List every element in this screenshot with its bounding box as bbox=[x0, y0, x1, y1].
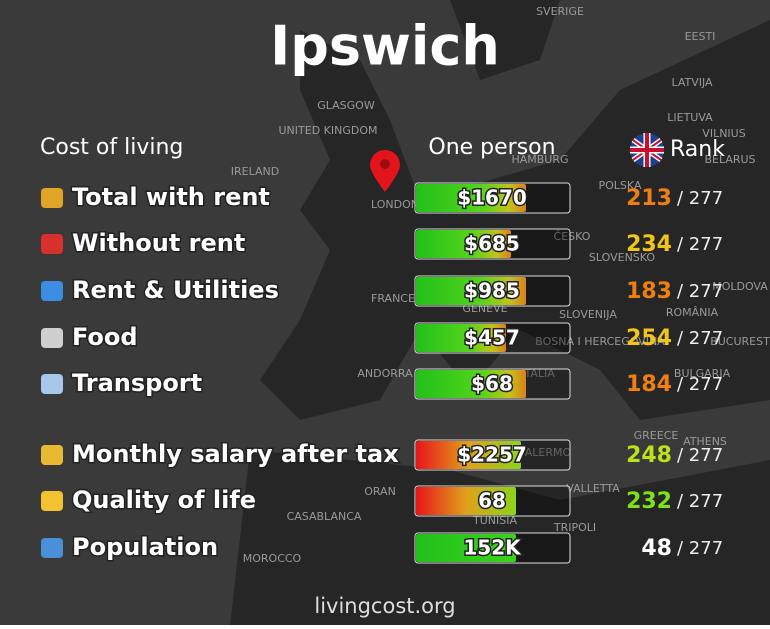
map-label: VALLETTA bbox=[566, 482, 620, 495]
map-label: POLSKA bbox=[599, 179, 642, 192]
map-label: GREECE bbox=[634, 429, 679, 442]
bar-value: $2257 bbox=[457, 443, 527, 467]
rank-total: / 277 bbox=[677, 234, 723, 255]
row-icon bbox=[41, 281, 63, 301]
map-label: ORAN bbox=[364, 485, 396, 498]
rank-total: / 277 bbox=[677, 538, 723, 559]
map-label: CASABLANCA bbox=[287, 510, 362, 523]
row-label: Population bbox=[72, 533, 218, 561]
row-label: Food bbox=[72, 323, 138, 351]
rank: 254 bbox=[626, 326, 672, 351]
row-icon bbox=[41, 374, 63, 394]
bar-fill bbox=[416, 534, 516, 562]
bar-value: $68 bbox=[471, 372, 513, 396]
bar-fill bbox=[416, 230, 511, 258]
bar-value: 152K bbox=[463, 536, 522, 560]
rank-total: / 277 bbox=[677, 281, 723, 302]
map-label: LONDON bbox=[371, 198, 419, 211]
map-label: LATVIJA bbox=[671, 76, 713, 89]
bar-value: $1670 bbox=[457, 186, 527, 210]
map-label: MOROCCO bbox=[243, 552, 302, 565]
map-label: UNITED KINGDOM bbox=[279, 124, 378, 137]
row-label: Rent & Utilities bbox=[72, 276, 279, 304]
map-label: EESTI bbox=[685, 30, 716, 43]
map-land bbox=[230, 0, 770, 625]
bar-value: $685 bbox=[464, 232, 520, 256]
map-label: TUNISIA bbox=[472, 514, 517, 527]
bar-value: $985 bbox=[464, 279, 520, 303]
rank-total: / 277 bbox=[677, 188, 723, 209]
map-label: SVERIGE bbox=[536, 5, 584, 18]
row-icon bbox=[41, 328, 63, 348]
rank: 48 bbox=[641, 536, 672, 561]
row-icon bbox=[41, 538, 63, 558]
map-label: GENEVE bbox=[462, 302, 507, 315]
uk-flag bbox=[630, 133, 664, 167]
column-header: One person bbox=[428, 135, 555, 160]
map-label: BELARUS bbox=[704, 153, 755, 166]
map-label: SLOVENIJA bbox=[559, 308, 617, 321]
map-label: BULGARIA bbox=[674, 367, 731, 380]
map-label: ROMÂNIA bbox=[666, 306, 719, 319]
map-label: ATHENS bbox=[683, 435, 727, 448]
bar-value: 68 bbox=[478, 489, 506, 513]
map-label: HAMBURG bbox=[511, 153, 568, 166]
rank: 234 bbox=[626, 232, 672, 257]
rank-total: / 277 bbox=[677, 328, 723, 349]
map-label: TRIPOLI bbox=[553, 521, 596, 534]
rank-total: / 277 bbox=[677, 374, 723, 395]
row-icon bbox=[41, 188, 63, 208]
row-icon bbox=[41, 234, 63, 254]
map-label: BOSNA I HERCEGOVINA bbox=[535, 335, 665, 348]
row-label: Total with rent bbox=[72, 183, 270, 211]
bar-fill bbox=[416, 441, 521, 469]
map-label: ANDORRA bbox=[357, 367, 413, 380]
map-label: VILNIUS bbox=[702, 127, 745, 140]
bar-fill bbox=[416, 324, 506, 352]
rank: 184 bbox=[626, 372, 672, 397]
row-label: Without rent bbox=[72, 229, 245, 257]
map-label: LIETUVA bbox=[667, 111, 713, 124]
map-label: MOLDOVA bbox=[712, 280, 768, 293]
bar-value: $457 bbox=[464, 326, 520, 350]
title: Ipswich bbox=[270, 15, 500, 78]
row-label: Quality of life bbox=[72, 486, 256, 514]
map-label: PALERMO bbox=[519, 446, 572, 459]
map-label: ČESKO bbox=[554, 230, 591, 243]
footer: livingcost.org bbox=[314, 594, 455, 618]
column-header: Cost of living bbox=[40, 135, 183, 160]
rank: 183 bbox=[626, 279, 672, 304]
location-pin bbox=[370, 150, 400, 192]
rank: 232 bbox=[626, 489, 672, 514]
rank-total: / 277 bbox=[677, 491, 723, 512]
row-label: Transport bbox=[72, 369, 202, 397]
map-label: SLOVENSKO bbox=[589, 251, 655, 264]
row-icon bbox=[41, 491, 63, 511]
bar-fill bbox=[416, 487, 516, 515]
map-label: FRANCE bbox=[371, 292, 415, 305]
map-label: ITALIA bbox=[521, 367, 555, 380]
bar-fill bbox=[416, 370, 526, 398]
rank-total: / 277 bbox=[677, 445, 723, 466]
map-label: GLASGOW bbox=[317, 99, 375, 112]
column-header: Rank bbox=[670, 137, 725, 162]
row-icon bbox=[41, 445, 63, 465]
rank: 248 bbox=[626, 443, 672, 468]
bar-fill bbox=[416, 277, 526, 305]
row-label: Monthly salary after tax bbox=[72, 440, 399, 468]
bar-fill bbox=[416, 184, 526, 212]
map-label: BUCUREST bbox=[710, 335, 770, 348]
rank: 213 bbox=[626, 186, 672, 211]
map-label: IRELAND bbox=[231, 165, 279, 178]
